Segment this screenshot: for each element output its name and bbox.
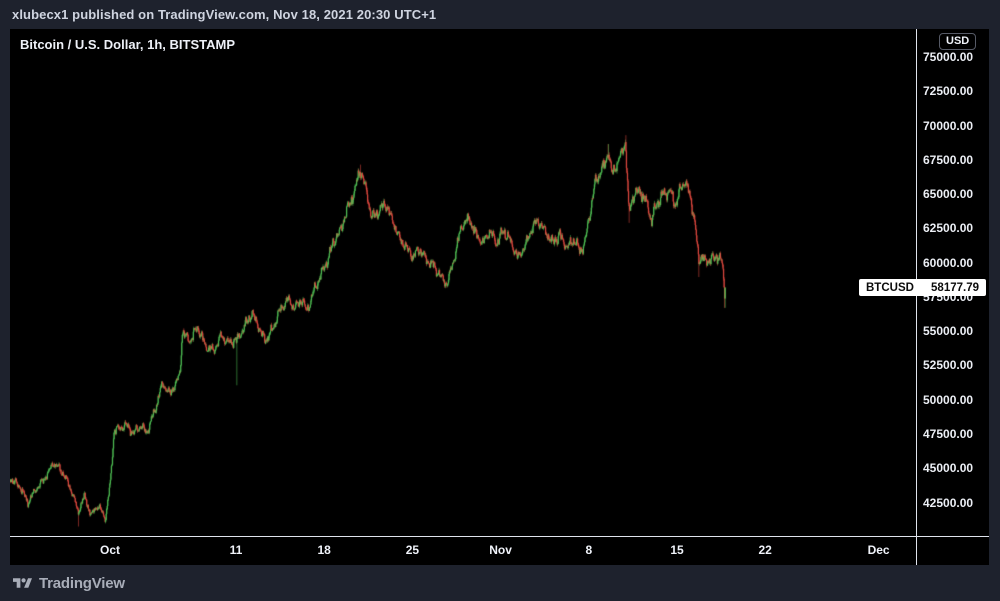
tradingview-link[interactable]: TradingView <box>13 575 125 592</box>
price-tick-label: 65000.00 <box>923 187 974 202</box>
price-tick-label: 67500.00 <box>923 152 974 167</box>
publish-info-text: xlubecx1 published on TradingView.com, N… <box>12 7 437 22</box>
price-axis-separator <box>916 29 917 565</box>
page-footer: TradingView <box>0 565 1000 601</box>
time-tick-label: Nov <box>489 543 512 557</box>
time-tick-label: 18 <box>317 543 331 557</box>
currency-toggle-button[interactable]: USD <box>939 33 977 50</box>
price-tick-label: 52500.00 <box>923 358 974 373</box>
last-price-symbol: BTCUSD <box>866 281 914 294</box>
price-tick-label: 45000.00 <box>923 461 974 476</box>
price-tick-label: 75000.00 <box>923 50 974 64</box>
price-tick-label: 50000.00 <box>923 392 974 407</box>
chart-panel: Bitcoin / U.S. Dollar, 1h, BITSTAMP USD … <box>10 29 989 565</box>
time-axis-separator <box>10 536 989 537</box>
chart-title: Bitcoin / U.S. Dollar, 1h, BITSTAMP <box>20 37 236 52</box>
last-price-label: BTCUSD 58177.79 <box>859 279 986 296</box>
price-tick-label: 72500.00 <box>923 84 974 99</box>
price-tick-label: 60000.00 <box>923 255 974 270</box>
price-chart-canvas[interactable] <box>10 29 916 536</box>
time-tick-label: 15 <box>670 543 684 557</box>
time-tick-label: 11 <box>229 543 243 557</box>
price-tick-label: 62500.00 <box>923 221 974 236</box>
time-tick-label: Oct <box>99 543 121 557</box>
price-tick-label: 55000.00 <box>923 324 974 339</box>
time-axis[interactable]: Oct 11 18 25 Nov 8 15 22 Dec <box>10 537 989 565</box>
tradingview-logo-icon <box>13 577 32 588</box>
tradingview-wordmark: TradingView <box>39 574 125 592</box>
price-tick-label: 70000.00 <box>923 118 974 133</box>
time-tick-label: 22 <box>758 543 772 557</box>
time-tick-label: Dec <box>867 543 890 557</box>
time-tick-label: 8 <box>585 543 593 557</box>
price-tick-label: 42500.00 <box>923 495 974 510</box>
last-price-value: 58177.79 <box>931 281 979 294</box>
publish-header: xlubecx1 published on TradingView.com, N… <box>0 0 1000 29</box>
price-tick-label: 47500.00 <box>923 426 974 441</box>
time-tick-label: 25 <box>405 543 420 557</box>
